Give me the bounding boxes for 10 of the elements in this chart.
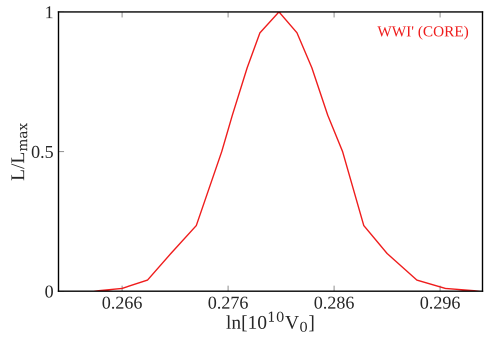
- y-axis-title: L/L$_{max}$: [11, 123, 28, 180]
- text: WWI' (CORE): [377, 26, 468, 40]
- x-tick-label: 0.286: [314, 296, 354, 309]
- x-tick-label: 0.296: [420, 296, 460, 309]
- x-tick-label: 0.266: [102, 296, 142, 309]
- x-axis-title: ln[10$^{10}$V$_{0}$]: [226, 312, 314, 332]
- y-tick-label: 0: [45, 285, 53, 298]
- y-tick-label: 0.5: [32, 146, 53, 158]
- x-tick-label: 0.276: [208, 296, 248, 309]
- y-tick-label: 1: [46, 6, 53, 18]
